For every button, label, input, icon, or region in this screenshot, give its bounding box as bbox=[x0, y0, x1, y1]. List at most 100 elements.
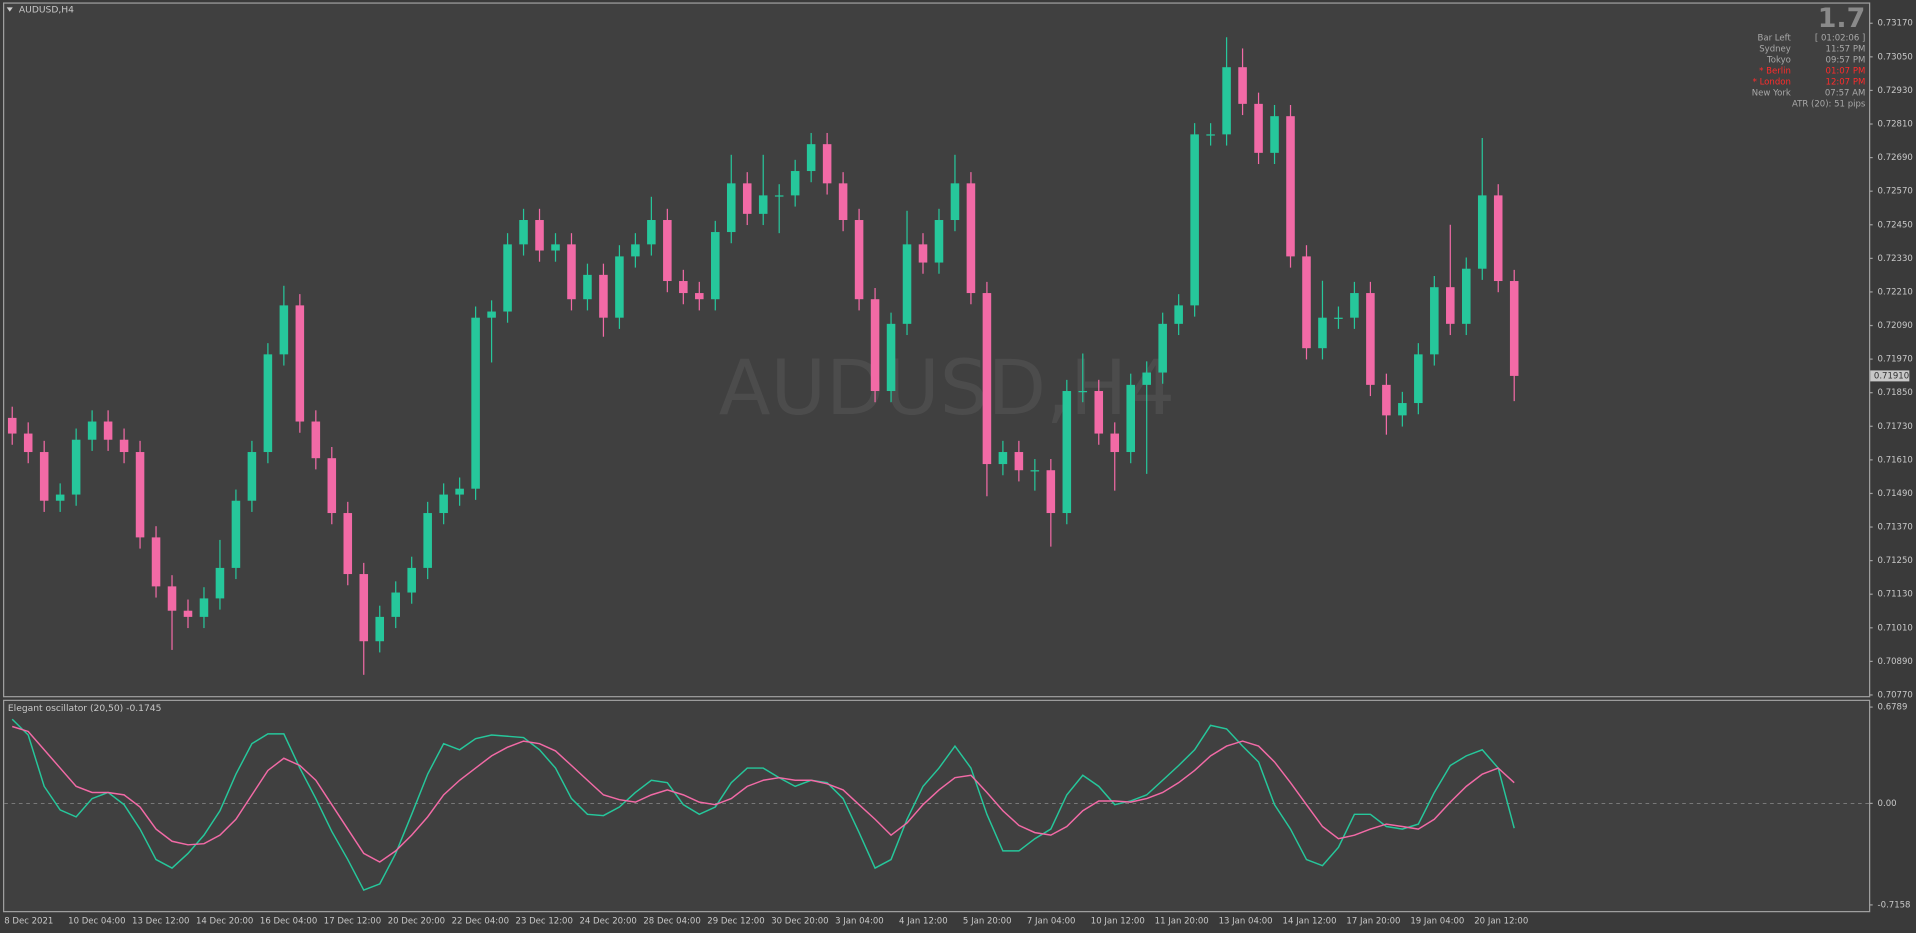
candle-body bbox=[407, 567, 416, 593]
candle-body bbox=[471, 317, 480, 489]
clock-label: New York bbox=[1752, 88, 1791, 98]
y-tick-label: 0.71970 bbox=[1878, 355, 1913, 365]
candle-body bbox=[838, 183, 848, 221]
candle-body bbox=[742, 183, 752, 214]
clock-label: Sydney bbox=[1759, 44, 1791, 54]
candle-body bbox=[1493, 195, 1503, 282]
candle-body bbox=[1238, 67, 1247, 104]
y-tick-label: 0.71490 bbox=[1878, 489, 1913, 499]
y-tick-label: 0.72930 bbox=[1878, 86, 1913, 96]
clock-value: 12:07 PM bbox=[1826, 77, 1866, 87]
clock-value: 11:57 PM bbox=[1826, 44, 1866, 54]
candle-body bbox=[535, 220, 544, 251]
clock-value: 07:57 AM bbox=[1825, 88, 1866, 98]
candle-body bbox=[135, 452, 145, 538]
y-tick-label: 0.71610 bbox=[1878, 455, 1913, 465]
candle-body bbox=[247, 452, 257, 501]
x-tick-label: 20 Dec 20:00 bbox=[388, 916, 445, 926]
x-tick-label: 16 Dec 04:00 bbox=[260, 916, 317, 926]
candle-body bbox=[998, 452, 1008, 465]
candle-body bbox=[103, 421, 113, 440]
candle-body bbox=[439, 494, 448, 514]
candle-body bbox=[822, 144, 832, 184]
y-tick-label: 0.72330 bbox=[1878, 254, 1913, 264]
y-tick-label: 0.72090 bbox=[1878, 321, 1913, 331]
price-tag bbox=[1870, 370, 1910, 382]
y-tick-label: 0.72810 bbox=[1878, 120, 1913, 130]
candle-body bbox=[902, 244, 912, 324]
oscillator-line bbox=[12, 725, 1515, 863]
candle-body bbox=[774, 195, 784, 197]
candle-body bbox=[343, 513, 353, 575]
candle-body bbox=[199, 598, 209, 617]
oscillator-pane bbox=[3, 699, 1871, 913]
candle-body bbox=[519, 220, 528, 245]
candle-body bbox=[647, 220, 656, 245]
candle-body bbox=[966, 183, 976, 294]
candle-body bbox=[39, 452, 49, 501]
candle-body bbox=[1318, 317, 1327, 349]
y-tick-label: 0.71850 bbox=[1878, 388, 1913, 398]
x-tick-label: 4 Jan 12:00 bbox=[899, 916, 948, 926]
candle-body bbox=[934, 220, 944, 263]
candle-body bbox=[870, 299, 880, 392]
x-tick-label: 13 Dec 12:00 bbox=[132, 916, 189, 926]
y-tick-label: 0.73170 bbox=[1878, 19, 1913, 29]
spread: 1.7 bbox=[1818, 3, 1866, 34]
clock-label: * London bbox=[1753, 77, 1791, 87]
candle-body bbox=[167, 586, 177, 611]
candle-body bbox=[631, 244, 640, 257]
oscillator-line bbox=[11, 718, 1515, 891]
clock-label: Tokyo bbox=[1766, 55, 1791, 65]
y-tick-label: 0.00 bbox=[1878, 799, 1897, 809]
candle-body bbox=[503, 244, 512, 312]
candle-body bbox=[1190, 134, 1199, 306]
candle-body bbox=[295, 305, 305, 422]
candle-body bbox=[599, 274, 608, 318]
candle-body bbox=[1477, 195, 1487, 269]
candle-body bbox=[1366, 293, 1375, 385]
x-tick-label: 7 Jan 04:00 bbox=[1027, 916, 1076, 926]
x-tick-label: 20 Jan 12:00 bbox=[1474, 916, 1528, 926]
candle-body bbox=[886, 323, 896, 392]
candle-body bbox=[375, 616, 385, 642]
x-tick-label: 11 Jan 20:00 bbox=[1155, 916, 1209, 926]
y-tick-label: 0.72210 bbox=[1878, 287, 1913, 297]
candle-body bbox=[311, 421, 321, 459]
candle-body bbox=[1222, 67, 1231, 135]
candle-body bbox=[183, 610, 193, 617]
candle-body bbox=[327, 458, 337, 514]
x-tick-label: 23 Dec 12:00 bbox=[516, 916, 573, 926]
candle-body bbox=[726, 183, 736, 233]
x-tick-label: 17 Jan 20:00 bbox=[1346, 916, 1400, 926]
candle-body bbox=[1398, 403, 1407, 416]
candle-body bbox=[854, 220, 864, 300]
clock-value: 09:57 PM bbox=[1826, 55, 1866, 65]
x-tick-label: 5 Jan 20:00 bbox=[963, 916, 1012, 926]
candle-body bbox=[55, 494, 65, 501]
oscillator-title: Elegant oscillator (20,50) -0.1745 bbox=[8, 704, 162, 714]
candle-body bbox=[151, 537, 161, 587]
candle-body bbox=[1286, 116, 1295, 257]
candle-body bbox=[1174, 305, 1183, 324]
x-tick-label: 22 Dec 04:00 bbox=[452, 916, 509, 926]
candle-body bbox=[551, 244, 560, 251]
candle-body bbox=[1414, 354, 1423, 404]
candle-body bbox=[263, 354, 273, 453]
candle-body bbox=[1014, 452, 1024, 471]
candle-body bbox=[711, 232, 720, 300]
x-tick-label: 29 Dec 12:00 bbox=[707, 916, 764, 926]
atr: ATR (20): 51 pips bbox=[1792, 99, 1866, 109]
candle-body bbox=[1110, 433, 1120, 453]
x-tick-label: 17 Dec 12:00 bbox=[324, 916, 381, 926]
candle-body bbox=[1254, 103, 1263, 153]
candle-body bbox=[1094, 391, 1104, 434]
y-tick-label: 0.72690 bbox=[1878, 153, 1913, 163]
menu-arrow[interactable] bbox=[6, 7, 13, 12]
y-tick-label: 0.72450 bbox=[1878, 220, 1913, 230]
candle-body bbox=[231, 500, 241, 568]
y-tick-label: 0.71130 bbox=[1878, 590, 1913, 600]
x-tick-label: 13 Jan 04:00 bbox=[1219, 916, 1273, 926]
